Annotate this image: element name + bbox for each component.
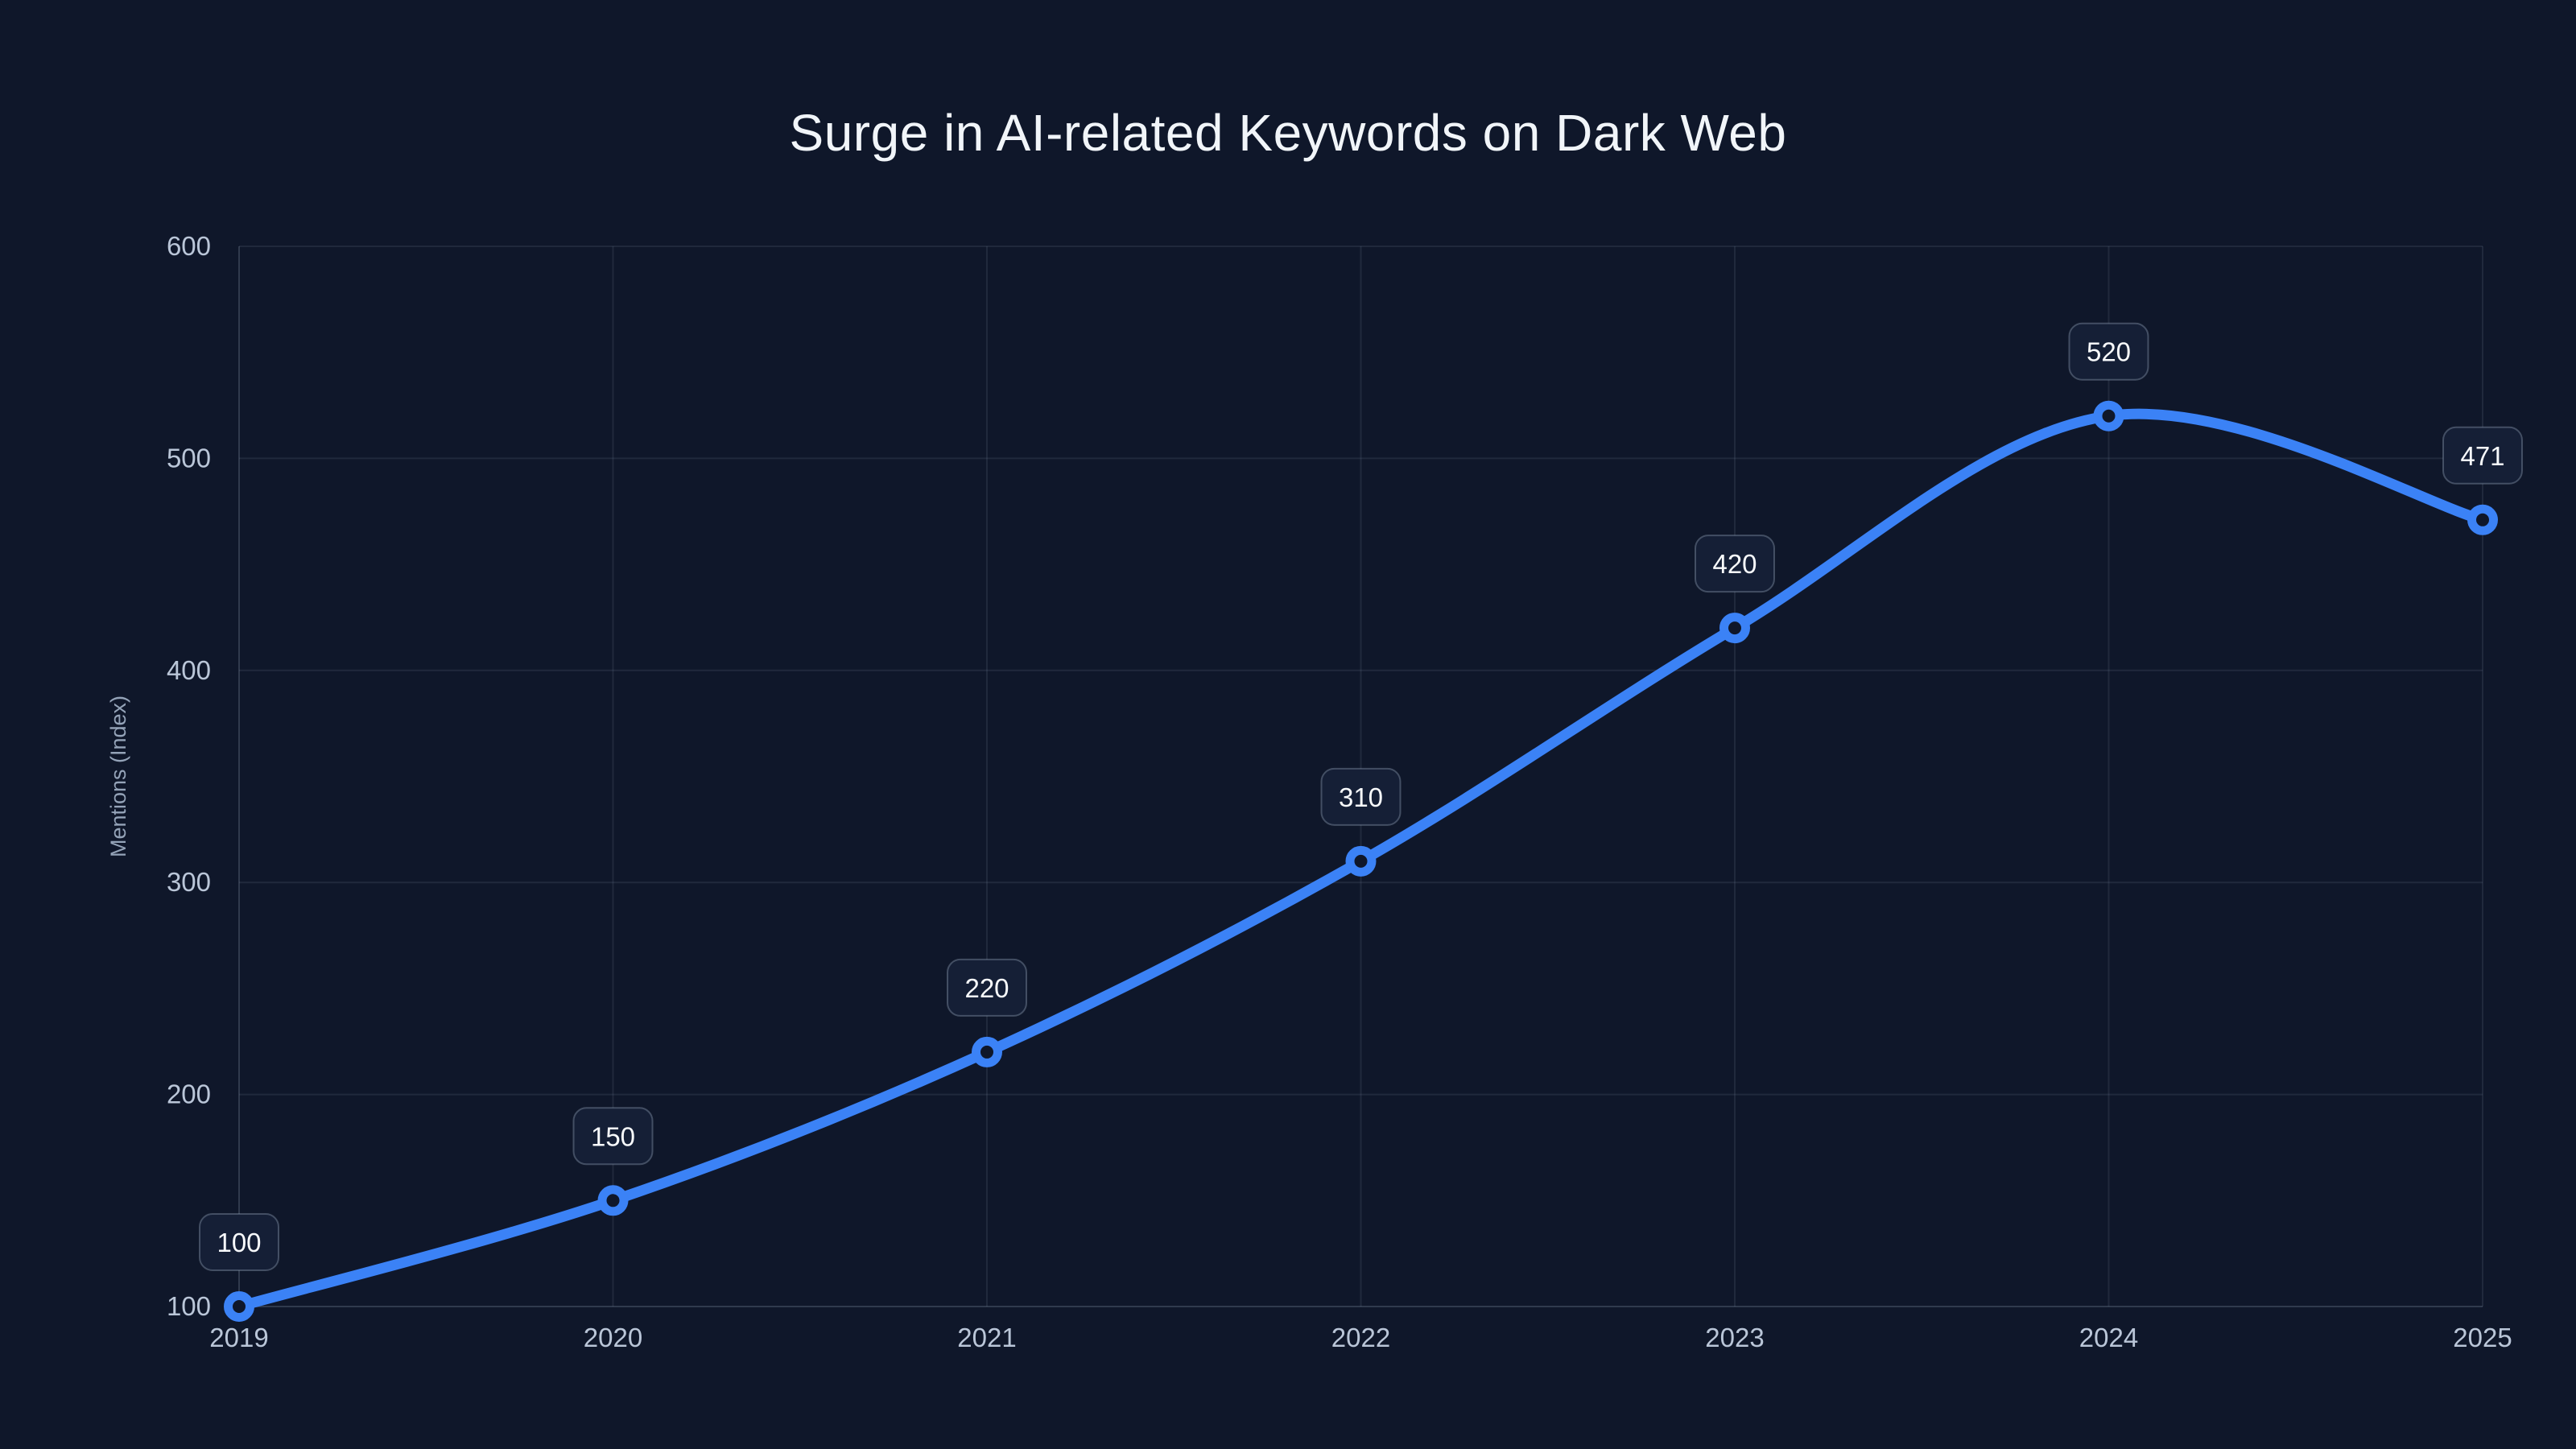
data-point-marker-2025: [2467, 504, 2498, 535]
data-label-2019: 100: [217, 1228, 261, 1257]
data-label-2023: 420: [1712, 549, 1757, 579]
x-tick-label-2021: 2021: [957, 1323, 1016, 1352]
x-tick-label-2024: 2024: [2079, 1323, 2138, 1352]
data-point-marker-2024: [2093, 400, 2124, 431]
y-tick-label-200: 200: [167, 1080, 211, 1109]
data-label-box-2025: [2442, 426, 2523, 485]
data-label-box-2021: [947, 958, 1027, 1017]
y-tick-label-400: 400: [167, 655, 211, 685]
x-tick-label-2022: 2022: [1331, 1323, 1390, 1352]
x-tick-label-2025: 2025: [2453, 1323, 2512, 1352]
data-label-box-2020: [572, 1107, 654, 1166]
data-label-2021: 220: [964, 973, 1009, 1003]
y-tick-label-500: 500: [167, 443, 211, 473]
x-tick-label-2019: 2019: [209, 1323, 268, 1352]
data-point-marker-2022: [1345, 845, 1377, 877]
data-label-box-2022: [1320, 767, 1402, 826]
y-axis-title: Mentions (Index): [106, 696, 130, 857]
y-tick-label-600: 600: [167, 231, 211, 261]
chart-title: Surge in AI-related Keywords on Dark Web: [789, 104, 1787, 162]
y-tick-label-300: 300: [167, 867, 211, 897]
x-tick-label-2023: 2023: [1705, 1323, 1764, 1352]
data-label-2022: 310: [1339, 782, 1383, 812]
data-point-marker-2023: [1719, 613, 1750, 644]
x-tick-label-2020: 2020: [584, 1323, 642, 1352]
data-label-2024: 520: [2087, 337, 2131, 367]
data-label-box-2019: [199, 1213, 279, 1271]
data-point-marker-2019: [224, 1291, 254, 1322]
data-label-2020: 150: [591, 1121, 635, 1151]
data-point-marker-2021: [972, 1036, 1002, 1067]
y-tick-label-100: 100: [167, 1291, 211, 1321]
data-label-box-2023: [1695, 535, 1775, 593]
data-point-marker-2020: [597, 1185, 629, 1216]
data-label-2025: 471: [2460, 441, 2504, 471]
data-label-box-2024: [2068, 322, 2149, 381]
